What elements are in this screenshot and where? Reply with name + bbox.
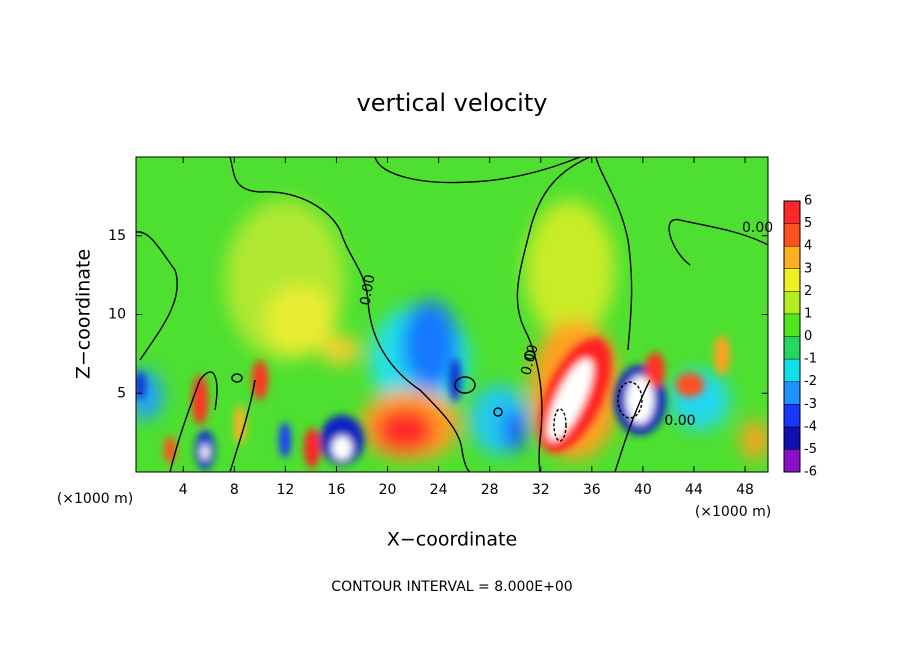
colorbar-tick-label: 4 [804,239,812,254]
colorbar-band [784,381,800,405]
colorbar-band [784,336,800,360]
y-tick-label: 5 [117,385,126,401]
colorbar-tick-label: -4 [804,419,817,434]
colorbar-tick-label: 2 [804,284,812,299]
x-tick-label: 8 [230,482,239,498]
x-tick-label: 12 [276,482,294,498]
x-tick-label: 32 [532,482,550,498]
contour-label: 0.00 [664,413,695,429]
y-tick-label: 10 [108,307,126,323]
y-axis-label: Z−coordinate [73,249,95,379]
y-tick-label: 15 [108,228,126,244]
contour-label: 0.00 [357,273,378,306]
contour-label: 0.00 [742,220,773,236]
x-tick-label: 40 [634,482,652,498]
x-tick-label: 28 [481,482,499,498]
colorbar-tick-label: 1 [804,306,812,321]
colorbar-band [784,426,800,450]
x-tick-label: 44 [685,482,703,498]
field [136,157,768,472]
colorbar-tick-label: 0 [804,329,812,344]
colorbar-tick-label: 6 [804,194,812,209]
colorbar-tick-label: -1 [804,352,817,367]
x-tick-label: 48 [736,482,754,498]
x-tick-label: 4 [179,482,188,498]
y-unit-label: (×1000 m) [57,491,133,507]
colorbar-tick-label: -2 [804,374,817,389]
colorbar-band [784,291,800,314]
colorbar-band [784,223,800,247]
colorbar-band [784,268,800,292]
x-tick-label: 36 [583,482,601,498]
colorbar-band [784,246,800,269]
colorbar-tick-label: 5 [804,216,812,231]
footnote: CONTOUR INTERVAL = 8.000E+00 [331,579,572,595]
chart-title: vertical velocity [357,89,548,117]
colorbar-band [784,313,800,337]
x-tick-label: 20 [379,482,397,498]
x-unit-label: (×1000 m) [695,504,771,520]
x-axis-label: X−coordinate [387,529,517,551]
colorbar-band [784,449,800,472]
colorbar-tick-label: -5 [804,442,817,457]
x-tick-label: 24 [430,482,448,498]
contour-lines [136,157,768,472]
colorbar-tick-label: 3 [804,261,812,276]
colorbar-band [784,359,800,382]
colorbar-tick-label: -3 [804,397,817,412]
x-tick-label: 16 [328,482,346,498]
colorbar-tick-label: -6 [804,465,817,480]
colorbar-band [784,404,800,427]
contour-label: 0.00 [518,343,542,377]
colorbar-band [784,201,800,224]
